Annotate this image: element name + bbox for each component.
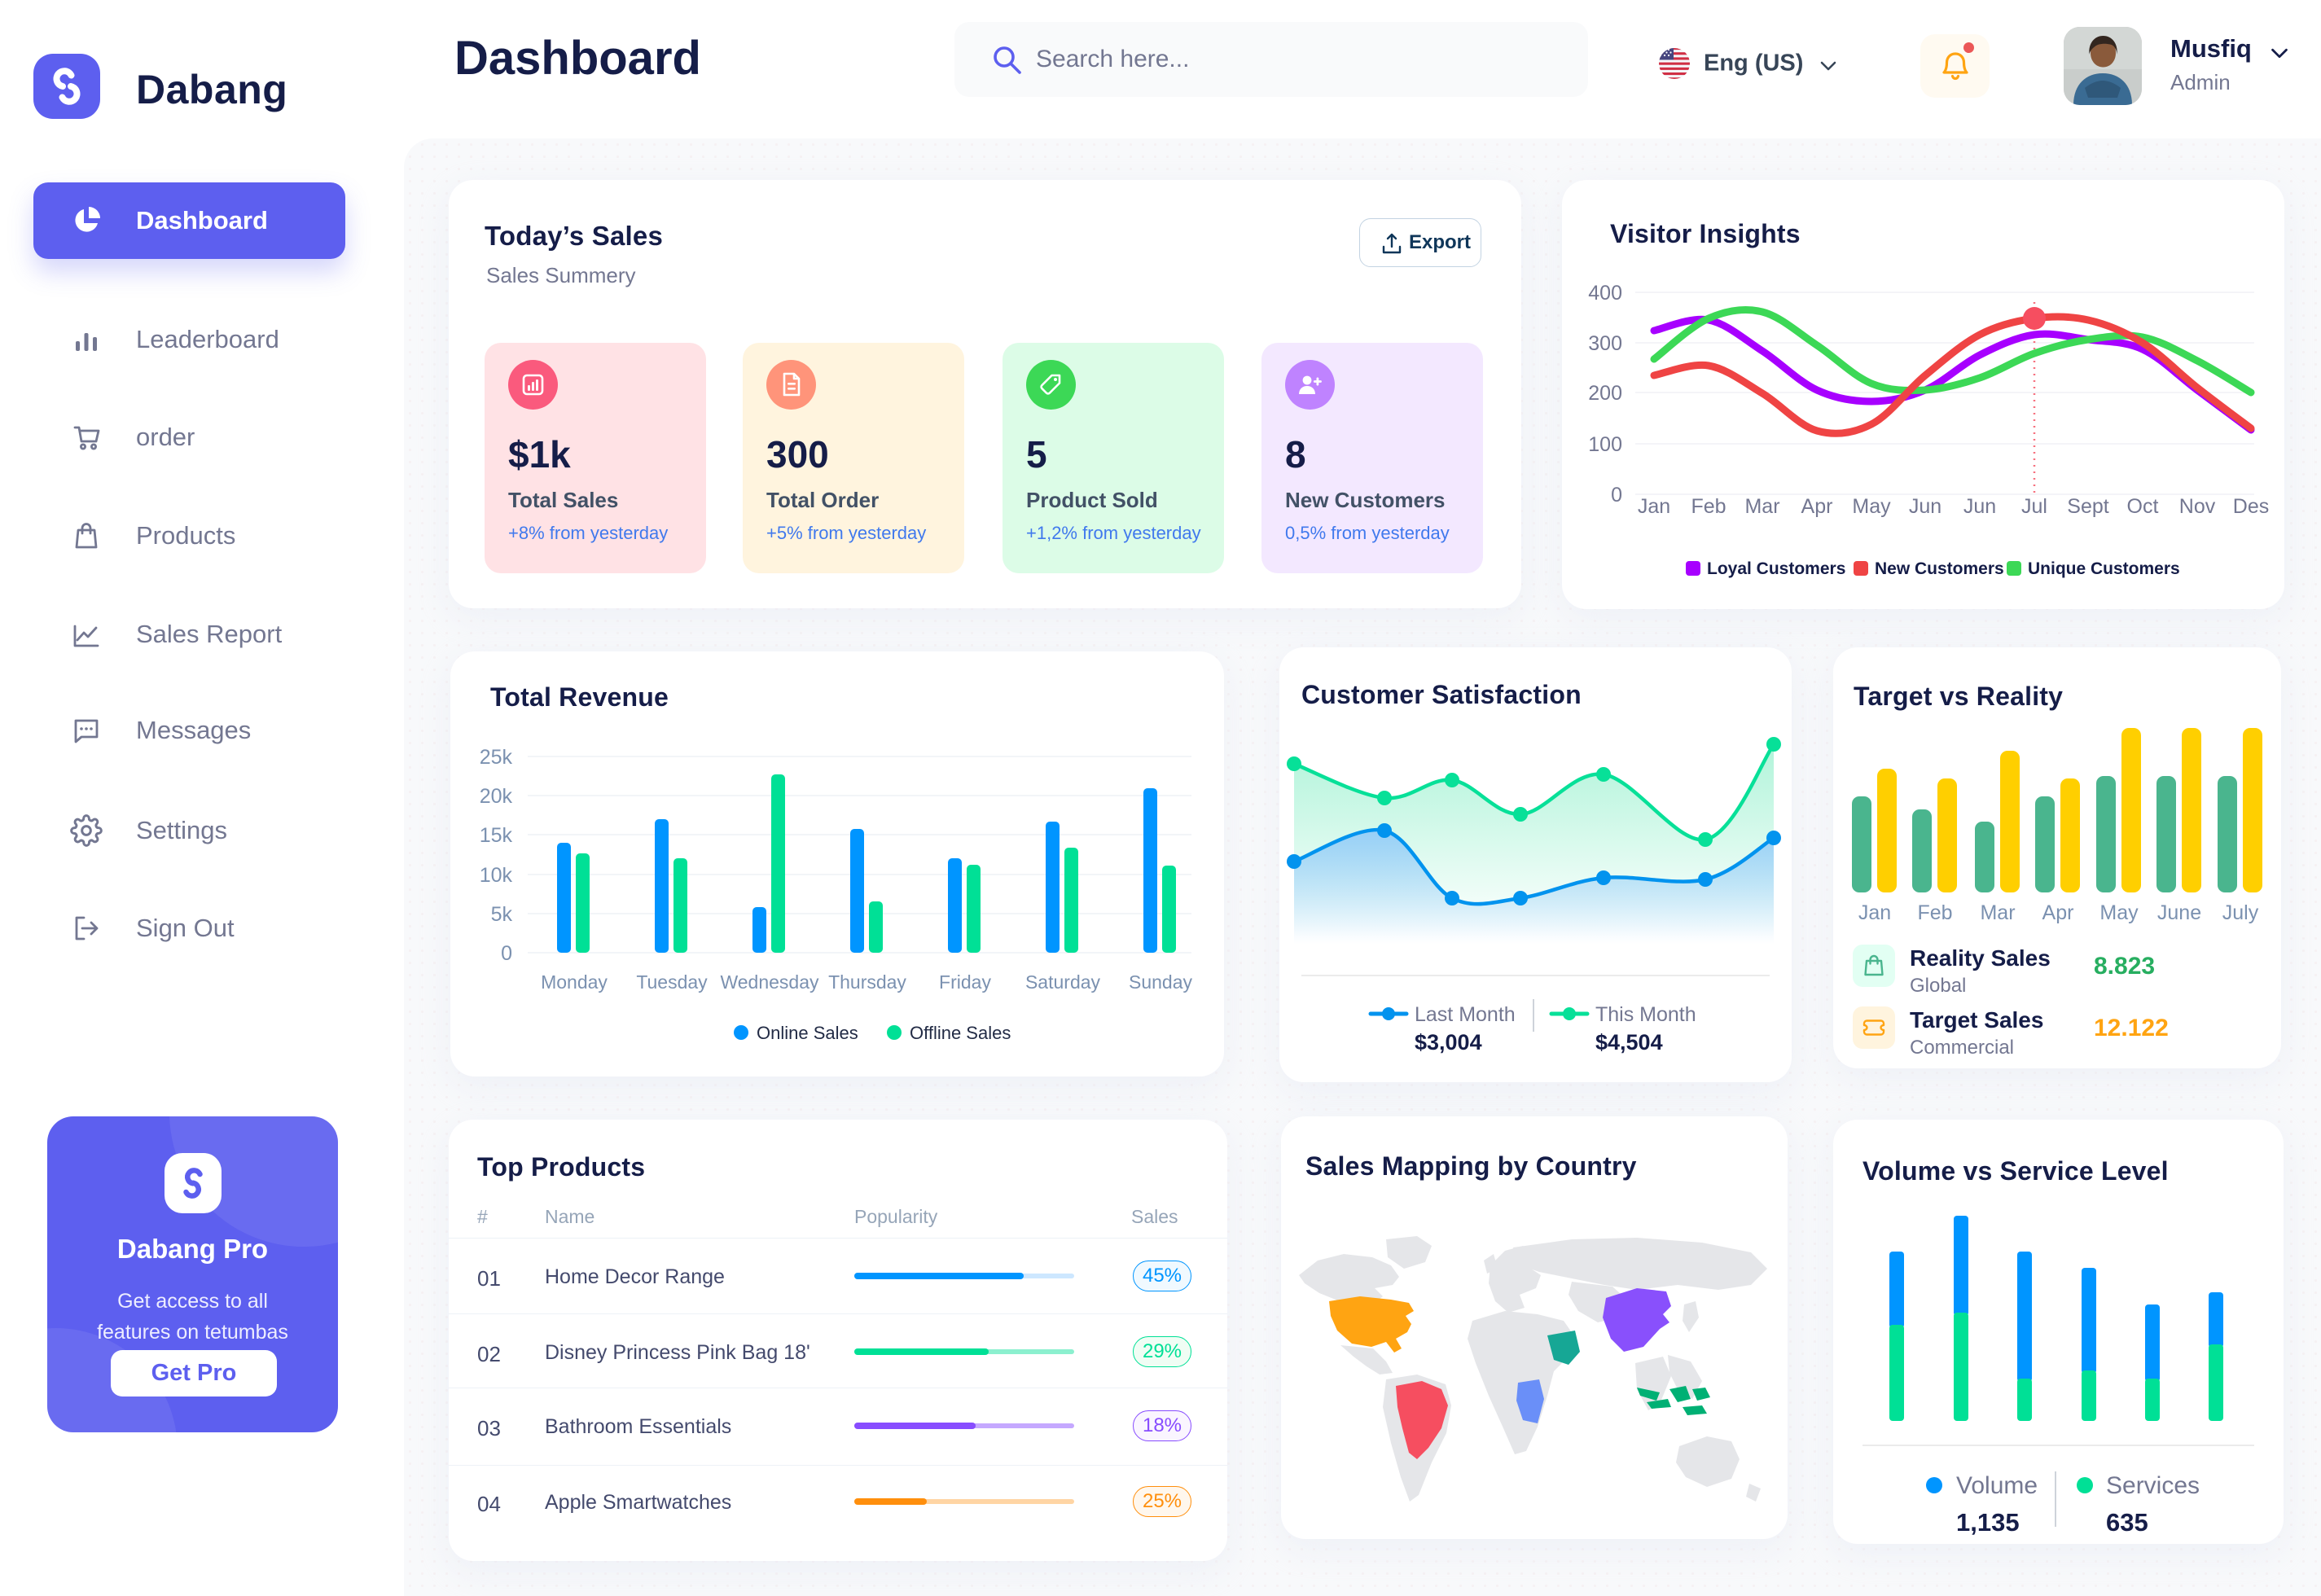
svg-text:25k: 25k — [480, 746, 513, 769]
svg-text:Sunday: Sunday — [1129, 971, 1193, 993]
svg-text:1,135: 1,135 — [1956, 1508, 2020, 1537]
svg-text:Unique Customers: Unique Customers — [2028, 559, 2180, 578]
svg-text:July: July — [2222, 901, 2259, 924]
svg-text:Apr: Apr — [2042, 901, 2074, 924]
svg-text:20k: 20k — [480, 785, 513, 808]
svg-text:200: 200 — [1588, 382, 1622, 405]
svg-text:Wednesday: Wednesday — [720, 971, 819, 993]
svg-text:300: 300 — [1588, 332, 1622, 355]
svg-text:Volume: Volume — [1956, 1472, 2038, 1499]
svg-text:Jul: Jul — [2021, 495, 2047, 518]
svg-text:Jun: Jun — [1909, 495, 1941, 518]
svg-text:Des: Des — [2233, 495, 2269, 518]
svg-text:Services: Services — [2106, 1472, 2200, 1499]
svg-text:Monday: Monday — [541, 971, 608, 993]
svg-text:Saturday: Saturday — [1025, 971, 1101, 993]
svg-text:0: 0 — [501, 942, 512, 965]
svg-text:Feb: Feb — [1691, 495, 1726, 518]
svg-text:Nov: Nov — [2179, 495, 2216, 518]
svg-text:June: June — [2157, 901, 2201, 924]
svg-text:5k: 5k — [491, 903, 513, 926]
svg-text:$3,004: $3,004 — [1415, 1030, 1482, 1054]
svg-text:Jun: Jun — [1963, 495, 1996, 518]
svg-text:100: 100 — [1588, 433, 1622, 456]
svg-text:Offline Sales: Offline Sales — [910, 1023, 1011, 1043]
svg-text:635: 635 — [2106, 1508, 2148, 1537]
svg-text:Oct: Oct — [2127, 495, 2159, 518]
svg-text:400: 400 — [1588, 282, 1622, 305]
svg-text:Tuesday: Tuesday — [636, 971, 708, 993]
svg-text:May: May — [1852, 495, 1891, 518]
svg-text:Sept: Sept — [2067, 495, 2108, 518]
svg-text:Jan: Jan — [1638, 495, 1670, 518]
svg-text:Thursday: Thursday — [828, 971, 906, 993]
svg-text:Friday: Friday — [939, 971, 991, 993]
svg-text:This Month: This Month — [1595, 1003, 1696, 1026]
svg-text:15k: 15k — [480, 824, 513, 847]
svg-text:May: May — [2099, 901, 2139, 924]
svg-text:Last Month: Last Month — [1415, 1003, 1516, 1026]
svg-text:10k: 10k — [480, 864, 513, 887]
svg-text:Online Sales: Online Sales — [757, 1023, 858, 1043]
svg-text:Mar: Mar — [1980, 901, 2015, 924]
svg-text:Apr: Apr — [1801, 495, 1833, 518]
svg-text:0: 0 — [1611, 484, 1622, 506]
svg-text:Jan: Jan — [1858, 901, 1891, 924]
svg-text:$4,504: $4,504 — [1595, 1030, 1663, 1054]
svg-text:New Customers: New Customers — [1875, 559, 2004, 578]
svg-text:Mar: Mar — [1744, 495, 1779, 518]
svg-text:Loyal Customers: Loyal Customers — [1707, 559, 1845, 578]
svg-text:Feb: Feb — [1917, 901, 1952, 924]
